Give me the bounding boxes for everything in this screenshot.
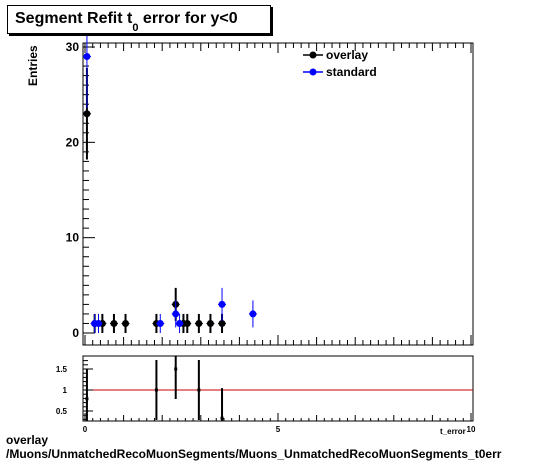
ratio-y-tick-label: 1.5	[56, 365, 68, 374]
main-x-axis	[84, 43, 472, 345]
overlay-point	[183, 319, 191, 327]
main-data-points	[82, 5, 257, 333]
standard-point	[176, 319, 184, 327]
ratio-plot-frame	[82, 355, 474, 422]
legend: overlay standard	[303, 48, 377, 79]
y-tick-label: 20	[66, 135, 80, 149]
y-axis-label: Entries	[26, 45, 40, 86]
ratio-x-axis: 0 5 10	[83, 413, 476, 434]
ratio-data-points	[85, 356, 224, 421]
title-box: Segment Refit t0 error for y<0	[7, 5, 271, 34]
overlay-point	[218, 319, 226, 327]
ratio-point	[220, 416, 224, 420]
standard-point	[156, 319, 164, 327]
ratio-x-tick-label: 0	[83, 425, 88, 434]
footer-line-2: /Muons/UnmatchedRecoMuonSegments/Muons_U…	[6, 447, 502, 461]
footer-line-1: overlay	[6, 433, 49, 447]
standard-point	[83, 53, 91, 61]
legend-overlay-marker	[309, 51, 317, 59]
chart-title: Segment Refit t0 error for y<0	[15, 10, 238, 34]
overlay-point	[195, 319, 203, 327]
y-tick-label: 10	[66, 231, 80, 245]
standard-point	[172, 310, 180, 318]
overlay-point	[110, 319, 118, 327]
overlay-point	[206, 319, 214, 327]
standard-point	[249, 310, 257, 318]
y-tick-label: 0	[72, 326, 79, 340]
main-plot-frame	[82, 42, 474, 346]
title-subscript: 0	[132, 22, 139, 34]
ratio-y-tick-label: 1	[63, 386, 68, 395]
overlay-point	[122, 319, 130, 327]
footer-caption: overlay /Muons/UnmatchedRecoMuonSegments…	[6, 433, 501, 461]
title-rest: error for y<0	[138, 10, 238, 27]
title-main: Segment Refit t	[15, 10, 133, 27]
standard-point	[218, 300, 226, 308]
y-tick-label: 30	[66, 40, 80, 54]
legend-overlay-label: overlay	[326, 48, 368, 62]
main-y-axis: 0 10 20 30	[66, 40, 95, 340]
ratio-x-tick-label: 5	[276, 425, 281, 434]
legend-standard-marker	[309, 68, 317, 76]
ratio-x-tick-label: 10	[467, 425, 476, 434]
ratio-y-tick-label: 0.5	[56, 407, 68, 416]
ratio-point	[197, 388, 201, 392]
ratio-x-axis-label: t_error	[440, 427, 466, 436]
ratio-point	[85, 397, 89, 401]
legend-standard-label: standard	[326, 65, 377, 79]
ratio-point	[154, 388, 158, 392]
overlay-point	[83, 110, 91, 118]
standard-point	[95, 319, 103, 327]
ratio-point	[174, 367, 178, 371]
